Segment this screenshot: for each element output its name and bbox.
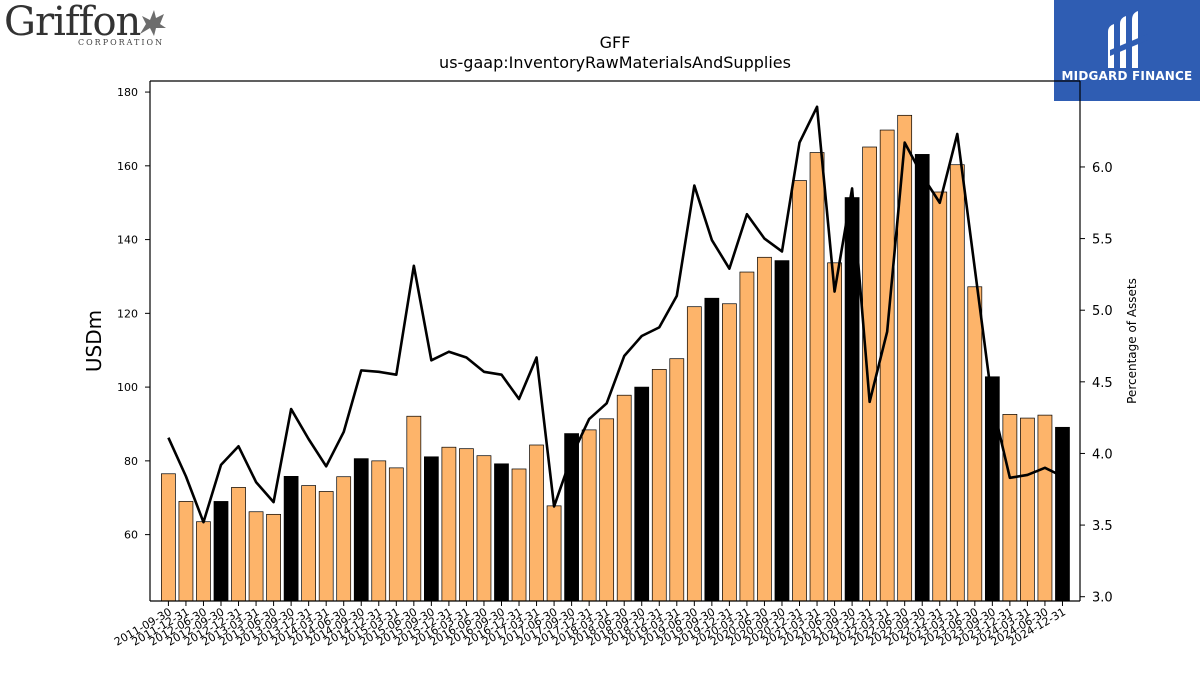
y-tick-label: 140 [117,234,138,247]
bar-2012-12-31 [231,487,246,602]
bar-2016-09-30 [494,463,509,602]
bar-2021-03-31 [809,152,825,602]
midgard-mark-icon [1108,11,1148,68]
y-tick-label: 100 [117,381,138,394]
bar-2021-12-31 [862,146,877,602]
bar-2014-03-31 [318,491,334,602]
bar-2016-03-31 [459,448,474,602]
midgard-finance-logo: MIDGARD FINANCE [1054,0,1200,101]
griffon-wordmark: Griffon [4,0,141,45]
bar-2020-12-31 [792,180,807,602]
griffon-corporation-label: CORPORATION [78,38,165,47]
bar-2016-06-30 [476,455,492,602]
y2-tick-label: 5.0 [1092,304,1113,319]
bar-2011-12-31 [178,501,194,602]
bar-2023-06-30 [967,286,983,602]
y2-tick-label: 4.0 [1092,447,1113,462]
bar-2015-06-30 [406,415,422,602]
bar-2024-03-31 [1020,417,1035,602]
bar-2023-12-31 [1002,414,1018,602]
bar-2012-09-30 [213,501,229,602]
bar-2013-06-30 [266,513,281,602]
bar-2018-09-30 [634,386,650,602]
bar-2015-03-31 [388,467,404,602]
y-tick-label: 120 [117,307,138,320]
y-tick-label: 80 [124,455,138,468]
bar-2019-06-30 [686,306,702,602]
y2-tick-label: 3.5 [1092,519,1113,534]
bar-2015-09-30 [424,456,439,602]
y-tick-label: 160 [117,160,138,173]
bar-2012-03-31 [196,521,211,602]
bar-2018-12-31 [651,369,667,602]
bar-2020-06-30 [757,256,772,602]
bar-2023-03-31 [949,164,965,602]
bar-2014-09-30 [353,458,369,602]
y2-tick-label: 4.5 [1092,376,1113,391]
bar-2017-03-31 [529,444,544,602]
bar-2024-12-31 [1055,426,1070,602]
axes: 60 80 100 120 140 160 180 3.0 3.5 4.0 4.5 5.0 5.5 6.0… [112,80,1113,649]
bar-2013-03-31 [248,511,264,602]
y-axis-label: USDm [82,310,106,372]
y2-axis-label: Percentage of Assets [1125,278,1139,404]
bar-2023-09-30 [984,376,1000,602]
bar-2017-12-31 [581,429,597,602]
bar-2014-12-31 [371,460,387,602]
bar-2019-12-31 [722,303,737,602]
bar-2022-09-30 [914,154,930,602]
bar-2020-03-31 [739,271,755,602]
bar-2024-06-30 [1037,414,1053,602]
y2-tick-label: 3.0 [1092,591,1113,606]
y-tick-label: 180 [117,86,138,99]
griffon-logo: Griffon CORPORATION [4,2,174,48]
bar-2013-12-31 [301,485,317,602]
pct-assets-line [167,105,1064,524]
bar-2011-09-30 [161,473,176,602]
bar-series [161,114,1070,602]
bar-2019-09-30 [704,297,720,602]
bar-2013-09-30 [283,476,299,602]
griffin-icon [140,10,166,36]
bar-2020-09-30 [774,260,790,602]
chart-title: GFF [600,33,631,52]
bar-2018-03-31 [599,418,615,602]
chart-subtitle: us-gaap:InventoryRawMaterialsAndSupplies [439,53,791,72]
bar-2018-06-30 [616,394,632,602]
bar-2021-06-30 [827,262,842,602]
bar-2019-03-31 [669,358,685,602]
bar-2014-06-30 [336,476,352,602]
y2-tick-label: 5.5 [1092,233,1113,248]
y2-tick-label: 6.0 [1092,161,1113,176]
y-tick-label: 60 [124,529,138,542]
midgard-finance-name: MIDGARD FINANCE [1061,69,1193,83]
bar-2016-12-31 [511,468,527,602]
bar-2022-12-31 [932,191,948,602]
bar-2017-06-30 [546,505,562,602]
bar-2022-03-31 [879,129,895,602]
bar-2015-12-31 [441,446,457,602]
pct-assets-series [167,105,1064,524]
